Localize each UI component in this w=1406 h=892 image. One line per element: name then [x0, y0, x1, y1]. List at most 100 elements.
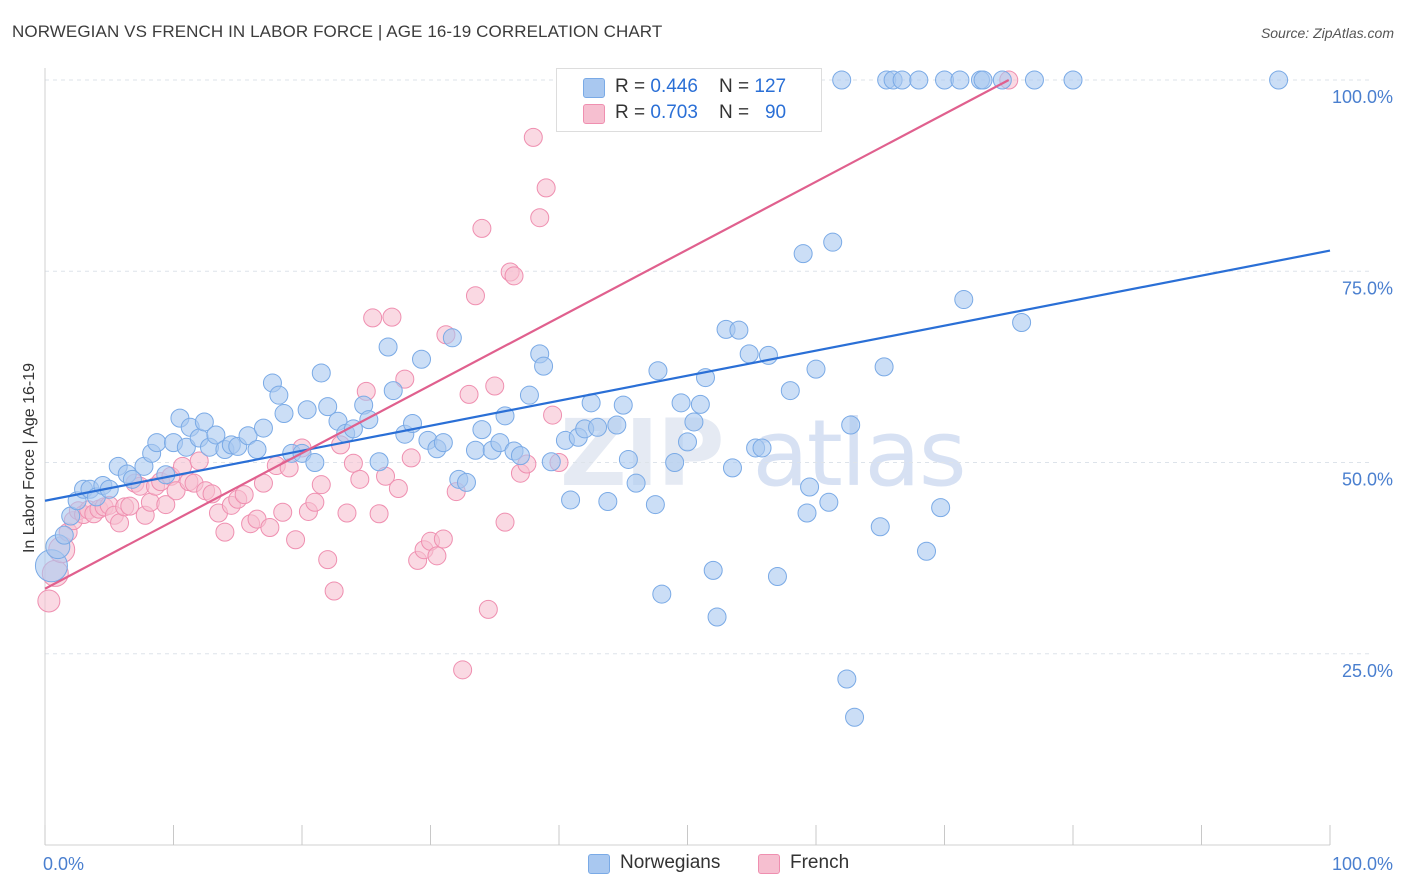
norwegians-point [442, 328, 462, 348]
norwegians-point [147, 433, 167, 453]
legend-r-label: R = [615, 76, 651, 97]
french-point [433, 529, 453, 549]
norwegians-point [383, 381, 403, 401]
legend-n-label: N = [719, 76, 755, 97]
norwegians-point [305, 453, 325, 472]
norwegians-point [1269, 70, 1289, 90]
trend-lines [44, 79, 1331, 590]
gridlines [45, 79, 1370, 655]
norwegians-point [793, 244, 813, 264]
norwegian-points [34, 70, 1289, 727]
norwegians-point [238, 426, 258, 446]
french-point [286, 530, 306, 550]
correlation-legend: R = 0.446 N = 127 R = 0.703 N = 90 [556, 68, 822, 132]
norwegians-point [369, 452, 389, 472]
norwegians-point [892, 70, 912, 90]
bottom-legend-swatch [588, 854, 610, 874]
french-point [343, 453, 363, 473]
french-point [504, 266, 524, 286]
french-point [459, 384, 479, 404]
norwegians-point [845, 707, 865, 727]
legend-r-value: 0.446 [650, 76, 698, 97]
french-point [472, 218, 492, 238]
norwegians-point [613, 395, 633, 415]
bottom-legend-label: French [790, 852, 850, 873]
norwegians-point [707, 607, 727, 627]
french-trend-line [44, 79, 1010, 590]
french-point [260, 518, 280, 538]
norwegians-point [433, 433, 453, 453]
french-point [543, 405, 563, 425]
norwegians-point [832, 70, 852, 90]
bottom-legend-swatch [758, 854, 780, 874]
norwegians-point [534, 356, 554, 376]
french-point [478, 599, 498, 619]
norwegians-point [973, 70, 993, 90]
french-point [37, 589, 61, 613]
x-tick-label: 0.0% [43, 854, 84, 874]
french-point [337, 503, 357, 523]
french-point [305, 492, 325, 512]
norwegians-point [819, 492, 839, 512]
norwegians-point [318, 397, 338, 417]
norwegians-point [269, 385, 289, 405]
norwegians-point [247, 439, 267, 459]
legend-n-value: 90 [764, 102, 787, 123]
french-point [536, 178, 556, 198]
norwegians-point [752, 438, 772, 458]
norwegians-point [194, 412, 214, 432]
norwegians-point [412, 349, 432, 369]
norwegians-point [472, 420, 492, 440]
french-point [318, 550, 338, 570]
french-point [395, 369, 415, 389]
norwegians-point [510, 446, 530, 466]
french-point [110, 513, 130, 533]
norwegians-point [797, 503, 817, 523]
norwegians-point [274, 404, 294, 424]
norwegians-point [618, 449, 638, 469]
y-axis-label: In Labor Force | Age 16-19 [21, 363, 38, 553]
norwegians-point [176, 437, 196, 457]
chart-title: NORWEGIAN VS FRENCH IN LABOR FORCE | AGE… [12, 22, 663, 41]
norwegians-point [703, 560, 723, 580]
y-tick-label: 100.0% [1332, 87, 1393, 107]
norwegians-point [909, 70, 929, 90]
legend-n-value: 127 [754, 76, 787, 97]
french-point [324, 581, 344, 601]
norwegians-point [456, 472, 476, 492]
norwegians-point [874, 357, 894, 377]
norwegians-point [841, 415, 861, 435]
french-point [273, 502, 293, 522]
norwegians-point [671, 393, 691, 413]
french-point [427, 546, 447, 566]
y-tick-label: 50.0% [1342, 470, 1393, 490]
french-point [523, 127, 543, 147]
french-point [215, 522, 235, 542]
norwegians-point [311, 363, 331, 383]
watermark-atlas: atlas [752, 400, 966, 507]
norwegians-point [767, 566, 787, 586]
legend-swatch-french [583, 104, 605, 124]
norwegians-point [780, 381, 800, 401]
french-point [350, 469, 370, 489]
norwegians-point [253, 418, 273, 438]
tick-labels: 100.0% 75.0% 50.0% 25.0% 0.0% 100.0% [43, 87, 1393, 874]
french-point [382, 307, 402, 327]
norwegians-point [645, 495, 665, 515]
norwegians-point [665, 453, 685, 472]
norwegians-point [837, 669, 857, 689]
french-point [495, 512, 515, 532]
french-point [234, 485, 254, 505]
norwegians-point [722, 458, 742, 478]
norwegians-point [678, 432, 697, 452]
norwegians-point [729, 320, 749, 340]
french-point [311, 475, 331, 495]
norwegians-point [690, 394, 710, 414]
norwegians-point [561, 490, 581, 510]
norwegians-point [950, 70, 970, 90]
norwegians-point [626, 473, 646, 493]
norwegians-point [931, 498, 951, 518]
norwegians-point [54, 525, 74, 545]
norwegians-point [992, 70, 1012, 90]
norwegians-point [598, 492, 618, 512]
